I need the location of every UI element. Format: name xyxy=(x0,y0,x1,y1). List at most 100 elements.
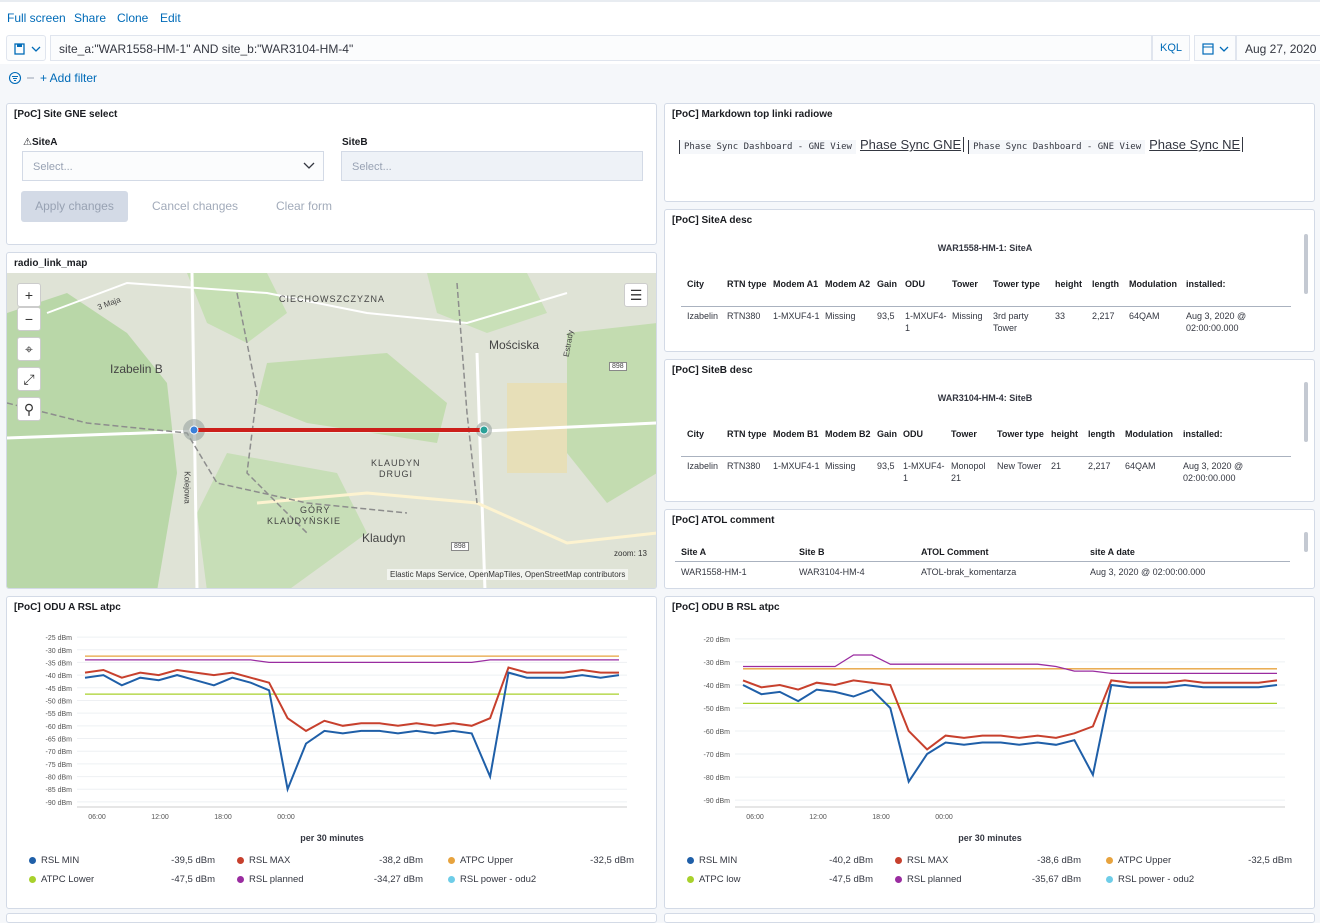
scrollbar[interactable] xyxy=(1304,532,1308,552)
saved-query-button[interactable] xyxy=(6,35,46,61)
legend-item[interactable]: RSL planned -35,67 dBm xyxy=(895,874,1081,885)
y-tick-label: -65 dBm xyxy=(46,737,73,744)
table-cell: 64QAM xyxy=(1129,311,1160,321)
phase-sync-gne-link[interactable]: Phase Sync GNE xyxy=(859,137,965,152)
legend-item[interactable]: RSL MIN -40,2 dBm xyxy=(687,855,873,866)
fullscreen-map-icon[interactable]: ⤢ xyxy=(17,367,41,391)
column-header[interactable]: Site A xyxy=(681,547,707,557)
phase-sync-ne-link[interactable]: Phase Sync NE xyxy=(1149,137,1244,152)
legend-item[interactable]: ATPC Upper -32,5 dBm xyxy=(1106,855,1292,866)
table-cell: Izabelin xyxy=(687,311,719,321)
column-header[interactable]: Tower type xyxy=(993,279,1040,289)
column-header[interactable]: RTN type xyxy=(727,429,767,439)
panel-title: [PoC] ATOL comment xyxy=(672,515,775,526)
column-header[interactable]: Tower xyxy=(951,429,977,439)
column-header[interactable]: Gain xyxy=(877,429,898,439)
y-tick-label: -40 dBm xyxy=(46,673,73,680)
series-line-rsl-max xyxy=(742,679,1278,751)
tools-icon[interactable]: ⚲ xyxy=(17,397,41,421)
date-picker-button[interactable] xyxy=(1194,35,1236,61)
y-tick-label: -85 dBm xyxy=(46,787,73,794)
query-bar: site_a:"WAR1558-HM-1" AND site_b:"WAR310… xyxy=(0,32,1320,64)
table-cell: Aug 3, 2020 @ 02:00:00.000 xyxy=(1090,567,1206,577)
column-header[interactable]: Tower xyxy=(952,279,978,289)
odu-b-line-chart: -20 dBm -30 dBm -40 dBm -50 dBm -60 dBm -70 d… xyxy=(704,637,1285,821)
panel-title: [PoC] ODU A RSL atpc xyxy=(14,602,121,613)
x-tick-label: 00:00 xyxy=(277,814,295,821)
add-filter-link[interactable]: + Add filter xyxy=(40,71,98,85)
date-range[interactable]: Aug 27, 2020 @ xyxy=(1236,35,1320,61)
legend-item[interactable]: ATPC Lower -47,5 dBm xyxy=(29,874,215,885)
legend-name: RSL MAX xyxy=(907,855,949,866)
legend-item[interactable]: RSL power - odu2 xyxy=(448,874,634,885)
column-header[interactable]: Modem B2 xyxy=(825,429,871,439)
kql-toggle[interactable]: KQL xyxy=(1152,35,1190,61)
atol-comment-panel: [PoC] ATOL comment Site A WAR1558-HM-1 Sit… xyxy=(664,509,1315,589)
zoom-out-button[interactable]: − xyxy=(17,307,41,331)
map-canvas[interactable]: Izabelin B Mościska CIECHOWSZCZYZNA KLAU… xyxy=(7,273,656,588)
column-header[interactable]: length xyxy=(1092,279,1119,289)
radio-link-map-panel: radio_link_map Izabelin B Mościs xyxy=(6,252,657,589)
edit-link[interactable]: Edit xyxy=(160,11,181,25)
clone-link[interactable]: Clone xyxy=(117,11,149,25)
map-label: Izabelin B xyxy=(110,362,163,376)
site-b-select[interactable]: Select... xyxy=(341,151,643,181)
column-header[interactable]: Tower type xyxy=(997,429,1044,439)
column-header[interactable]: City xyxy=(687,279,705,289)
column-header[interactable]: installed: xyxy=(1186,279,1226,289)
legend-item[interactable]: RSL MAX -38,2 dBm xyxy=(237,855,423,866)
zoom-in-button[interactable]: + xyxy=(17,283,41,307)
panel-title: [PoC] ODU B RSL atpc xyxy=(672,602,780,613)
column-header[interactable]: Modem A1 xyxy=(773,279,819,289)
legend-dot-icon xyxy=(448,875,455,883)
map-label: Klaudyn xyxy=(362,531,406,545)
column-header[interactable]: ODU xyxy=(905,279,925,289)
table-cell: Missing xyxy=(825,311,856,321)
column-header[interactable]: Modem B1 xyxy=(773,429,819,439)
x-tick-label: 12:00 xyxy=(151,814,169,821)
column-header[interactable]: Modulation xyxy=(1125,429,1173,439)
legend-name: ATPC low xyxy=(699,874,741,885)
column-header[interactable]: height xyxy=(1055,279,1082,289)
column-header[interactable]: installed: xyxy=(1183,429,1223,439)
apply-changes-button[interactable]: Apply changes xyxy=(21,191,128,222)
column-header[interactable]: City xyxy=(687,429,705,439)
odu-a-line-chart: -25 dBm -30 dBm -35 dBm -40 dBm -45 dBm -50 d… xyxy=(46,635,627,821)
map-label: CIECHOWSZCZYZNA xyxy=(279,294,385,304)
cancel-changes-button[interactable]: Cancel changes xyxy=(152,199,239,213)
x-tick-label: 18:00 xyxy=(872,814,890,821)
scrollbar[interactable] xyxy=(1304,382,1308,442)
legend-item[interactable]: RSL MIN -39,5 dBm xyxy=(29,855,215,866)
markdown-links: Phase Sync Dashboard - GNE View Phase Syn… xyxy=(679,137,1247,154)
table-cell: 21 xyxy=(1051,461,1062,471)
legend-item[interactable]: RSL MAX -38,6 dBm xyxy=(895,855,1081,866)
column-header[interactable]: Gain xyxy=(877,279,898,289)
column-header[interactable]: Modem A2 xyxy=(825,279,871,289)
locate-icon[interactable]: ⌖ xyxy=(17,337,41,361)
share-link[interactable]: Share xyxy=(74,11,107,25)
column-header[interactable]: length xyxy=(1088,429,1115,439)
table-cell: 2,217 xyxy=(1092,311,1115,321)
column-header[interactable]: Modulation xyxy=(1129,279,1177,289)
column-header[interactable]: ODU xyxy=(903,429,923,439)
legend-dot-icon xyxy=(448,856,455,864)
column-header[interactable]: site A date xyxy=(1090,547,1135,557)
filter-icon[interactable] xyxy=(8,70,38,86)
legend-item[interactable]: ATPC Upper -32,5 dBm xyxy=(448,855,634,866)
query-input[interactable]: site_a:"WAR1558-HM-1" AND site_b:"WAR310… xyxy=(50,35,1152,61)
column-header[interactable]: Site B xyxy=(799,547,825,557)
column-header[interactable]: ATOL Comment xyxy=(921,547,989,557)
column-header[interactable]: RTN type xyxy=(727,279,767,289)
legend-item[interactable]: RSL power - odu2 xyxy=(1106,874,1292,885)
fullscreen-link[interactable]: Full screen xyxy=(7,11,66,25)
layers-toggle-icon[interactable]: ☰ xyxy=(624,283,648,307)
scrollbar[interactable] xyxy=(1304,234,1308,294)
table-cell: Missing xyxy=(952,311,983,321)
legend-item[interactable]: RSL planned -34,27 dBm xyxy=(237,874,423,885)
column-header[interactable]: height xyxy=(1051,429,1078,439)
table-cell: WAR1558-HM-1 xyxy=(681,567,747,577)
table-caption: WAR1558-HM-1: SiteA xyxy=(937,243,1033,253)
site-a-select[interactable]: Select... xyxy=(22,151,324,181)
legend-item[interactable]: ATPC low -47,5 dBm xyxy=(687,874,873,885)
clear-form-button[interactable]: Clear form xyxy=(276,199,333,213)
